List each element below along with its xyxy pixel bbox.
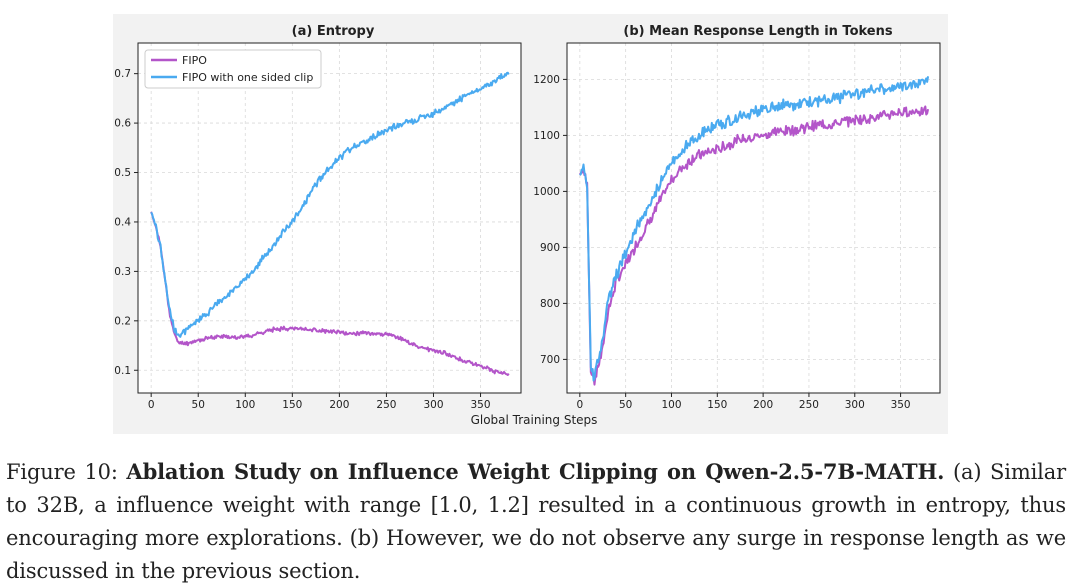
length-y-tick-label: 1200 [533, 74, 560, 86]
caption-title: Ablation Study on Influence Weight Clipp… [126, 459, 945, 484]
length-x-tick-label: 100 [661, 399, 681, 411]
panel-a-ticks: 0 50 100 150 200 250 300 350 0.1 0.2 0.3 0.4 0.5 0.6 0… [114, 68, 490, 411]
entropy-line-one-sided-clip [150, 71, 510, 338]
length-y-tick-label: 900 [540, 242, 560, 254]
legend-box [144, 49, 322, 89]
entropy-x-tick-label: 50 [192, 399, 205, 411]
length-x-tick-label: 300 [845, 399, 865, 411]
length-x-tick-label: 0 [576, 399, 583, 411]
caption-label: Figure 10: [6, 460, 118, 484]
length-line-fipo [578, 105, 930, 386]
panel-b-frame [566, 42, 941, 394]
panel-a-frame [137, 42, 522, 394]
entropy-y-tick-label: 0.6 [114, 118, 131, 130]
panel-b-ticks: 0 50 100 150 200 250 300 350 700 800 900 1000 1100 12… [533, 74, 910, 411]
entropy-x-tick-label: 350 [471, 399, 491, 411]
entropy-y-tick-label: 0.2 [114, 315, 131, 327]
figure-canvas: (a) Entropy 0 50 100 150 200 250 300 3500.10.20… [113, 14, 948, 434]
panel-a-title: (a) Entropy [292, 24, 375, 39]
caption-text: (a) Similar to 32B, a influence weight w… [6, 460, 1066, 583]
entropy-x-tick-label: 250 [376, 399, 396, 411]
response-length-panel: (b) Mean Response Length in Tokens 0 50 10… [530, 14, 948, 434]
length-x-tick-label: 350 [891, 399, 911, 411]
entropy-y-tick-label: 0.5 [114, 167, 131, 179]
length-x-tick-label: 50 [619, 399, 632, 411]
panel-b-title: (b) Mean Response Length in Tokens [623, 24, 892, 39]
legend-label-fipo: FIPO [182, 54, 207, 67]
entropy-y-tick-label: 0.4 [114, 216, 131, 228]
entropy-x-tick-label: 150 [282, 399, 302, 411]
panel-a-grid [138, 43, 521, 393]
figure-caption: Figure 10: Ablation Study on Influence W… [6, 455, 1066, 588]
length-y-tick-label: 800 [540, 298, 560, 310]
panel-a-lines [150, 71, 510, 376]
panel-b-plot-area [566, 42, 941, 394]
entropy-x-tick-label: 100 [235, 399, 255, 411]
legend: FIPO FIPO with one sided clip [144, 49, 322, 89]
entropy-x-tick-label: 200 [329, 399, 349, 411]
entropy-y-tick-label: 0.1 [114, 365, 131, 377]
x-axis-label: Global Training Steps [471, 413, 598, 427]
entropy-y-tick-label: 0.3 [114, 266, 131, 278]
length-y-tick-label: 1100 [533, 130, 560, 142]
entropy-x-tick-label: 0 [148, 399, 155, 411]
entropy-x-tick-label: 300 [423, 399, 443, 411]
length-line-one-sided-clip [579, 76, 930, 382]
length-y-tick-label: 1000 [533, 186, 560, 198]
length-x-tick-label: 200 [753, 399, 773, 411]
entropy-y-tick-label: 0.7 [114, 68, 131, 80]
length-x-tick-label: 250 [799, 399, 819, 411]
length-x-tick-label: 150 [707, 399, 727, 411]
length-y-tick-label: 700 [540, 354, 560, 366]
entropy-line-fipo [150, 211, 510, 376]
panel-b-lines [578, 76, 930, 386]
entropy-panel: (a) Entropy 0 50 100 150 200 250 300 3500.10.20… [113, 14, 530, 434]
panel-b-grid [567, 43, 940, 393]
legend-label-one-sided: FIPO with one sided clip [182, 71, 313, 84]
